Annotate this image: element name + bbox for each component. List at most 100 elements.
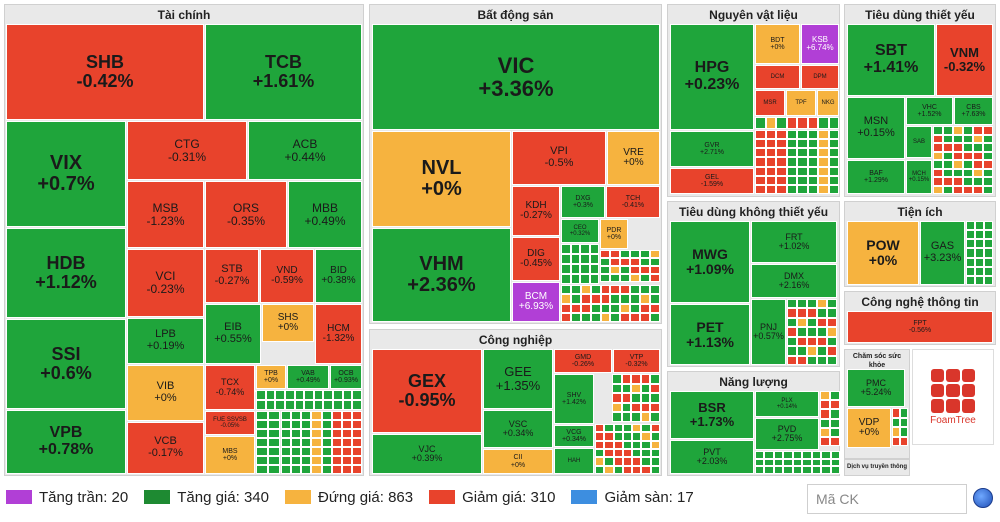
stock-tile-dcm[interactable]: DCM xyxy=(755,65,800,89)
stock-tile-dig[interactable]: DIG -0.45% xyxy=(512,237,560,281)
stock-tile-msn[interactable]: MSN +0.15% xyxy=(847,97,905,159)
stock-tile-vci[interactable]: VCI -0.23% xyxy=(127,249,204,317)
small-stock-cluster[interactable] xyxy=(755,130,839,194)
stock-tile-ssi[interactable]: SSI +0.6% xyxy=(6,319,126,409)
stock-tile-vnd[interactable]: VND -0.59% xyxy=(260,249,314,303)
stock-tile-bsr[interactable]: BSR +1.73% xyxy=(670,391,754,439)
stock-tile-vcg[interactable]: VCG +0.34% xyxy=(554,425,594,447)
small-stock-cluster[interactable] xyxy=(256,411,280,474)
stock-tile-tpb[interactable]: TPB +0% xyxy=(256,365,286,389)
stock-tile-mbs[interactable]: MBS +0% xyxy=(205,436,255,474)
stock-tile-ors[interactable]: ORS -0.35% xyxy=(205,181,287,248)
stock-tile-dmx[interactable]: DMX +2.16% xyxy=(751,264,837,298)
stock-tile-pet[interactable]: PET +1.13% xyxy=(670,304,750,365)
stock-tile-hdb[interactable]: HDB +1.12% xyxy=(6,228,126,318)
stock-tile-gex[interactable]: GEX -0.95% xyxy=(372,349,482,433)
stock-tile-pvd[interactable]: PVD +2.75% xyxy=(755,418,819,450)
small-stock-cluster[interactable] xyxy=(612,374,660,422)
stock-tile-gmd[interactable]: GMD -0.26% xyxy=(554,349,612,373)
stock-tile-gel[interactable]: GEL -1.59% xyxy=(670,168,754,194)
stock-tile-msb[interactable]: MSB -1.23% xyxy=(127,181,204,248)
globe-icon[interactable] xyxy=(973,488,993,508)
stock-tile-sbt[interactable]: SBT +1.41% xyxy=(847,24,935,96)
stock-tile-vix[interactable]: VIX +0.7% xyxy=(6,121,126,227)
stock-tile-frt[interactable]: FRT +1.02% xyxy=(751,221,837,263)
small-stock-cluster[interactable] xyxy=(787,299,837,365)
stock-tile-tch[interactable]: TCH -0.41% xyxy=(606,186,660,218)
stock-tile-shv[interactable]: SHV +1.42% xyxy=(554,374,594,424)
small-stock-cluster[interactable] xyxy=(561,285,660,322)
stock-tile-gvr[interactable]: GVR +2.71% xyxy=(670,131,754,167)
stock-tile-vre[interactable]: VRE +0% xyxy=(607,131,660,185)
small-stock-cluster[interactable] xyxy=(755,451,840,474)
stock-tile-vnm[interactable]: VNM -0.32% xyxy=(936,24,993,96)
stock-tile-vsc[interactable]: VSC +0.34% xyxy=(483,410,553,448)
stock-tile-plx[interactable]: PLX +0.14% xyxy=(755,391,819,417)
stock-tile-acb[interactable]: ACB +0.44% xyxy=(248,121,362,180)
stock-tile-ctg[interactable]: CTG -0.31% xyxy=(127,121,247,180)
stock-tile-pdr[interactable]: PDR +0% xyxy=(600,219,628,249)
stock-tile-mbb[interactable]: MBB +0.49% xyxy=(288,181,362,248)
small-stock-cluster[interactable] xyxy=(755,117,839,129)
stock-tile-ceo[interactable]: CEO +0.32% xyxy=(561,219,599,243)
small-stock-cluster[interactable] xyxy=(600,250,660,282)
stock-tile-fpt[interactable]: FPT -0.56% xyxy=(847,311,993,343)
small-stock-cluster[interactable] xyxy=(255,390,257,392)
stock-tile-cii[interactable]: CII +0% xyxy=(483,449,553,474)
stock-tile-pvt[interactable]: PVT +2.03% xyxy=(670,440,754,474)
stock-tile-nkg[interactable]: NKG xyxy=(817,90,839,116)
stock-tile-vic[interactable]: VIC +3.36% xyxy=(372,24,660,130)
stock-tile-hpg[interactable]: HPG +0.23% xyxy=(670,24,754,130)
small-stock-cluster[interactable] xyxy=(933,126,993,194)
stock-tile-vcb[interactable]: VCB -0.17% xyxy=(127,422,204,474)
small-stock-cluster[interactable] xyxy=(595,424,660,474)
stock-tile-pmc[interactable]: PMC +5.24% xyxy=(847,369,905,407)
stock-tile-dpm[interactable]: DPM xyxy=(801,65,839,89)
stock-tile-ksb[interactable]: KSB +6.74% xyxy=(801,24,839,64)
stock-tile-vib[interactable]: VIB +0% xyxy=(127,365,204,421)
stock-tile-fue-ssvsb[interactable]: FUE SSVSB -0.05% xyxy=(205,411,255,435)
stock-search[interactable] xyxy=(807,484,967,514)
stock-tile-vpb[interactable]: VPB +0.78% xyxy=(6,410,126,474)
small-stock-cluster[interactable] xyxy=(561,244,599,284)
stock-tile-vdp[interactable]: VDP +0% xyxy=(847,408,891,448)
small-stock-cluster[interactable] xyxy=(281,411,362,474)
stock-tile-pnj[interactable]: PNJ +0.57% xyxy=(751,299,786,365)
stock-tile-tcx[interactable]: TCX -0.74% xyxy=(205,365,255,410)
small-stock-cluster[interactable] xyxy=(256,390,362,410)
stock-tile-kdh[interactable]: KDH -0.27% xyxy=(512,186,560,236)
stock-tile-shb[interactable]: SHB -0.42% xyxy=(6,24,204,120)
stock-tile-vtp[interactable]: VTP -0.32% xyxy=(613,349,660,373)
stock-tile-eib[interactable]: EIB +0.55% xyxy=(205,304,261,364)
stock-tile-ocb[interactable]: OCB +0.93% xyxy=(330,365,362,389)
stock-tile-shs[interactable]: SHS +0% xyxy=(262,304,314,342)
stock-tile-sab[interactable]: SAB xyxy=(906,126,932,158)
stock-tile-baf[interactable]: BAF +1.29% xyxy=(847,160,905,194)
stock-tile-vjc[interactable]: VJC +0.39% xyxy=(372,434,482,474)
stock-search-input[interactable] xyxy=(808,485,966,513)
stock-tile-cbs[interactable]: CBS +7.63% xyxy=(954,97,993,125)
stock-tile-vab[interactable]: VAB +0.49% xyxy=(287,365,329,389)
stock-tile-msr[interactable]: MSR xyxy=(755,90,785,116)
stock-tile-mch[interactable]: MCH +0.15% xyxy=(906,160,932,194)
stock-tile-dxg[interactable]: DXG +0.3% xyxy=(561,186,605,218)
stock-tile-lpb[interactable]: LPB +0.19% xyxy=(127,318,204,364)
stock-tile-tpf[interactable]: TPF xyxy=(786,90,816,116)
small-stock-cluster[interactable] xyxy=(892,408,908,446)
stock-tile-gee[interactable]: GEE +1.35% xyxy=(483,349,553,409)
stock-tile-stb[interactable]: STB -0.27% xyxy=(205,249,259,303)
stock-tile-bid[interactable]: BID +0.38% xyxy=(315,249,362,303)
stock-tile-vpi[interactable]: VPI -0.5% xyxy=(512,131,606,185)
stock-tile-vhc[interactable]: VHC +1.52% xyxy=(906,97,953,125)
stock-tile-tcb[interactable]: TCB +1.61% xyxy=(205,24,362,120)
stock-tile-bdt[interactable]: BDT +0% xyxy=(755,24,800,64)
stock-tile-bcm[interactable]: BCM +6.93% xyxy=(512,282,560,322)
sector-dvtt[interactable]: Dịch vụ truyền thông xyxy=(844,459,910,476)
stock-tile-hah[interactable]: HAH xyxy=(554,448,594,474)
stock-tile-hcm[interactable]: HCM -1.32% xyxy=(315,304,362,364)
stock-tile-gas[interactable]: GAS +3.23% xyxy=(920,221,965,285)
stock-tile-vhm[interactable]: VHM +2.36% xyxy=(372,228,511,322)
small-stock-cluster[interactable] xyxy=(966,221,993,285)
stock-tile-pow[interactable]: POW +0% xyxy=(847,221,919,285)
stock-tile-nvl[interactable]: NVL +0% xyxy=(372,131,511,227)
